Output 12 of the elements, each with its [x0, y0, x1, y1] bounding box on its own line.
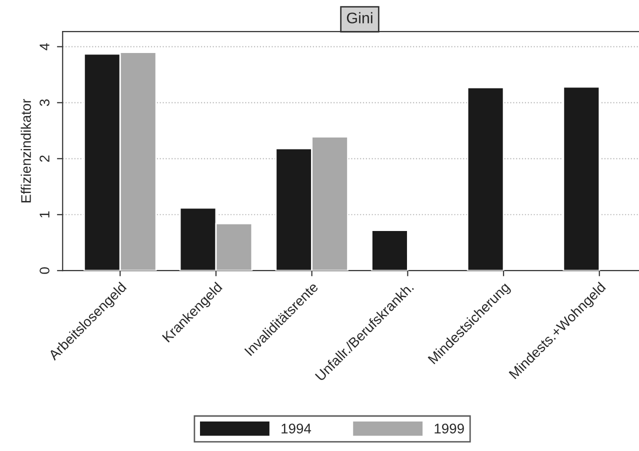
y-axis-title: Effizienzindikator: [20, 98, 31, 202]
y-tick-label: 2: [40, 155, 50, 162]
legend-label: 1994: [282, 424, 312, 434]
y-tick-label: 3: [40, 99, 50, 106]
y-tick-label: 4: [40, 43, 50, 50]
bar: [466, 86, 504, 271]
chart-title: Gini: [346, 12, 372, 24]
y-tick-label: 1: [40, 211, 50, 218]
legend-label: 1999: [434, 424, 464, 434]
bar: [371, 230, 408, 271]
bar: [562, 86, 600, 271]
y-tick-label: 0: [40, 267, 50, 274]
